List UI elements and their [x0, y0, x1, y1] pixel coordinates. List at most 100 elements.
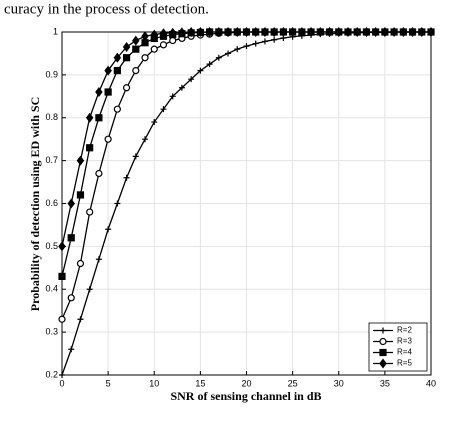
data-point [58, 272, 66, 280]
data-point [76, 259, 85, 268]
y-tick-label: 0.6 [45, 198, 58, 208]
data-point [251, 27, 260, 37]
data-point [178, 84, 185, 91]
data-point [178, 27, 186, 38]
data-point [150, 29, 158, 40]
data-point [206, 61, 213, 68]
data-point [122, 42, 131, 53]
data-point [104, 88, 112, 96]
data-point [215, 54, 222, 61]
data-point [188, 76, 195, 83]
data-point [234, 46, 241, 53]
x-tick-label: 35 [380, 378, 390, 388]
y-tick-label: 0.5 [45, 241, 58, 251]
x-tick-label: 30 [334, 378, 344, 388]
data-point [335, 27, 343, 37]
data-point [142, 136, 149, 143]
data-point [151, 119, 158, 126]
y-tick-label: 0.2 [45, 369, 58, 379]
data-point [104, 135, 112, 143]
data-point [159, 41, 168, 49]
data-point [159, 28, 168, 39]
data-point [132, 153, 139, 160]
x-tick-label: 40 [426, 378, 436, 388]
data-point [362, 27, 371, 37]
x-axis-label: SNR of sensing channel in dB [170, 389, 321, 403]
y-tick-label: 0.3 [45, 327, 58, 337]
data-point [288, 27, 297, 37]
data-point [132, 45, 140, 53]
data-point [242, 27, 251, 37]
data-point [114, 200, 121, 207]
x-tick-label: 20 [241, 378, 251, 388]
data-point [76, 191, 85, 199]
data-point [399, 27, 408, 37]
data-point [196, 27, 205, 37]
data-point [381, 27, 389, 37]
legend-marker [379, 348, 387, 357]
data-point [261, 27, 269, 37]
data-point [104, 65, 112, 76]
data-point [298, 27, 306, 37]
data-point [307, 27, 315, 37]
data-point [215, 27, 223, 37]
data-point [105, 226, 112, 233]
data-point [95, 169, 103, 178]
data-point [132, 66, 140, 75]
legend-label: R=4 [397, 348, 412, 357]
data-point [168, 27, 177, 38]
data-point [86, 208, 94, 216]
data-point [59, 372, 65, 378]
data-point [252, 40, 259, 47]
data-point [113, 66, 121, 75]
y-tick-label: 1 [53, 26, 58, 36]
legend-label: R=5 [397, 359, 412, 368]
data-point [371, 27, 380, 37]
data-point [344, 27, 352, 37]
data-point [86, 286, 93, 293]
context-text: curacy in the process of detection. [4, 1, 209, 17]
data-point [427, 27, 435, 37]
data-point [197, 67, 204, 74]
data-point [225, 50, 232, 57]
data-point [271, 36, 278, 43]
data-point [205, 27, 214, 37]
y-tick-label: 0.8 [45, 112, 58, 122]
legend: R=2 R=3 R=4 R=5 [368, 322, 428, 372]
data-point [150, 45, 158, 53]
data-point [67, 294, 75, 302]
data-point [316, 27, 325, 37]
data-point [325, 27, 334, 37]
data-point [58, 315, 66, 323]
legend-marker [379, 337, 387, 346]
legend-label: R=2 [397, 326, 412, 335]
data-point [279, 27, 288, 37]
data-point [270, 27, 278, 37]
data-point [123, 174, 130, 181]
data-point [141, 31, 149, 42]
x-tick-label: 10 [149, 378, 159, 388]
x-tick-label: 0 [59, 378, 64, 388]
data-point [67, 234, 75, 242]
data-point [243, 43, 250, 50]
data-point [408, 27, 417, 37]
legend-marker [379, 358, 387, 369]
data-point [113, 52, 122, 63]
data-point [95, 87, 103, 98]
data-point [76, 155, 85, 166]
data-point [233, 27, 242, 37]
data-point [95, 256, 102, 263]
data-point [141, 54, 149, 62]
data-point [353, 27, 361, 37]
data-point [86, 144, 94, 152]
y-tick-label: 0.7 [45, 155, 58, 165]
data-point [122, 84, 131, 92]
data-point [67, 198, 75, 209]
legend-marker [380, 327, 386, 334]
y-axis-label: Probability of detection using ED with S… [28, 97, 42, 311]
legend-label: R=3 [397, 337, 412, 346]
data-point [418, 27, 426, 37]
data-point [68, 346, 75, 353]
data-point [95, 114, 103, 122]
